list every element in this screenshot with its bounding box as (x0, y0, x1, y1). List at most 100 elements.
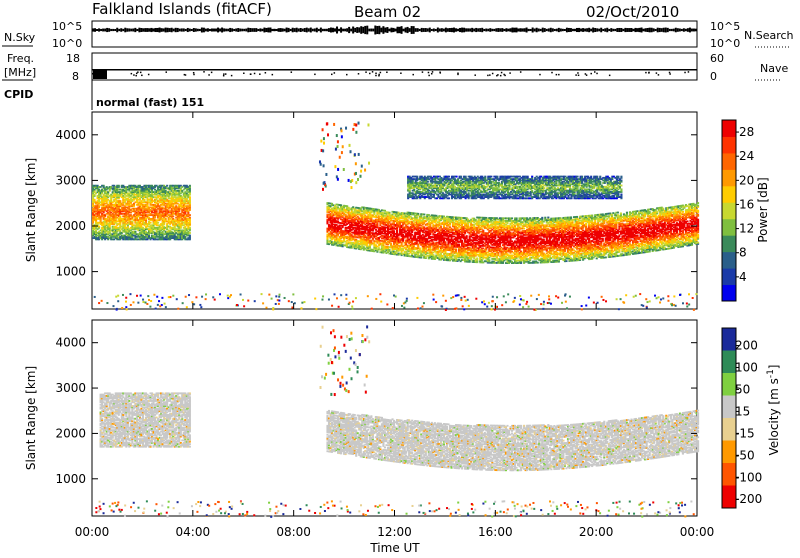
echo-cell (167, 216, 170, 219)
echo-cell (170, 201, 173, 204)
echo-cell (403, 229, 406, 231)
echo-cell (137, 206, 140, 209)
echo-cell (116, 200, 119, 202)
echo-cell (361, 214, 364, 216)
echo-cell (418, 229, 421, 232)
nave-dot (264, 72, 267, 74)
echo-cell (396, 222, 399, 225)
nave-dot (687, 71, 690, 73)
echo-cell (147, 193, 151, 196)
echo-cell (167, 192, 170, 195)
echo-cell (355, 239, 358, 242)
nsky-bar (104, 28, 107, 32)
nsky-bar (428, 27, 431, 33)
echo-cell (154, 232, 157, 234)
nsky-bar (362, 26, 365, 34)
echo-cell (388, 235, 391, 238)
nsky-bar (334, 28, 336, 32)
echo-cell (158, 219, 161, 222)
echo-cell (368, 215, 371, 218)
echo-cell (376, 238, 379, 240)
echo-cell (382, 236, 385, 239)
nsky-bar (204, 28, 207, 32)
echo-cell (113, 221, 116, 224)
echo-cell (149, 225, 152, 228)
echo-cell (110, 194, 113, 197)
echo-cell (144, 221, 148, 224)
echo-cell (411, 240, 414, 243)
echo-cell (397, 253, 400, 256)
echo-cell (98, 206, 101, 209)
echo-cell (184, 193, 187, 196)
echo-cell (424, 216, 427, 219)
echo-cell (402, 249, 405, 252)
echo-cell (158, 210, 161, 213)
echo-cell (123, 187, 126, 190)
echo-cell (104, 237, 107, 240)
nsky-bar (374, 25, 377, 35)
echo-cell (346, 216, 349, 219)
echo-cell (141, 226, 145, 229)
echo-cell (123, 223, 126, 225)
echo-cell (126, 225, 129, 228)
echo-cell (110, 217, 113, 220)
echo-cell (92, 221, 95, 224)
echo-cell (352, 212, 355, 215)
echo-cell (134, 215, 137, 218)
nsky-bar (392, 27, 395, 33)
echo-cell (172, 221, 175, 224)
echo-cell (362, 216, 365, 219)
echo-cell (349, 226, 352, 229)
echo-cell (154, 233, 157, 236)
echo-cell (332, 206, 335, 209)
nsky-bar (120, 28, 123, 32)
echo-cell (341, 245, 344, 248)
echo-cell (385, 234, 388, 237)
echo-cell (408, 238, 411, 241)
echo-cell (396, 238, 399, 241)
nsky-bar (174, 27, 177, 33)
echo-cell (154, 188, 157, 191)
echo-cell (172, 210, 175, 213)
echo-cell (359, 218, 362, 221)
nsky-bar (122, 28, 125, 32)
echo-cell (92, 217, 95, 220)
echo-cell (405, 239, 408, 242)
nsky-tick-top: 10^5 (52, 20, 82, 33)
echo-cell (408, 211, 411, 214)
echo-cell (178, 224, 181, 227)
echo-cell (135, 212, 138, 215)
echo-cell (405, 250, 408, 253)
nave-dot (497, 74, 499, 76)
echo-cell (330, 214, 334, 217)
echo-cell (379, 219, 382, 222)
echo-cell (184, 209, 187, 211)
nsky-bar (156, 27, 159, 33)
echo-cell (349, 213, 352, 216)
echo-cell (353, 212, 356, 215)
echo-cell (346, 205, 349, 208)
echo-cell (132, 194, 135, 197)
nave-dot (203, 71, 205, 73)
echo-cell (125, 188, 128, 191)
echo-cell (102, 220, 105, 223)
echo-cell (143, 223, 146, 225)
echo-cell (424, 220, 427, 222)
echo-cell (334, 239, 337, 241)
echo-cell (167, 210, 170, 213)
nsky-bar (682, 28, 685, 32)
echo-cell (352, 231, 355, 234)
echo-cell (461, 239, 464, 242)
echo-cell (135, 238, 138, 241)
nsky-bar (455, 28, 457, 32)
echo-cell (338, 207, 341, 210)
echo-cell (408, 229, 411, 232)
echo-cell (152, 225, 155, 228)
echo-cell (340, 214, 343, 217)
echo-cell (137, 223, 140, 225)
echo-cell (411, 246, 414, 249)
echo-cell (424, 243, 427, 245)
echo-cell (187, 217, 190, 220)
echo-cell (379, 230, 382, 233)
echo-cell (409, 243, 412, 246)
